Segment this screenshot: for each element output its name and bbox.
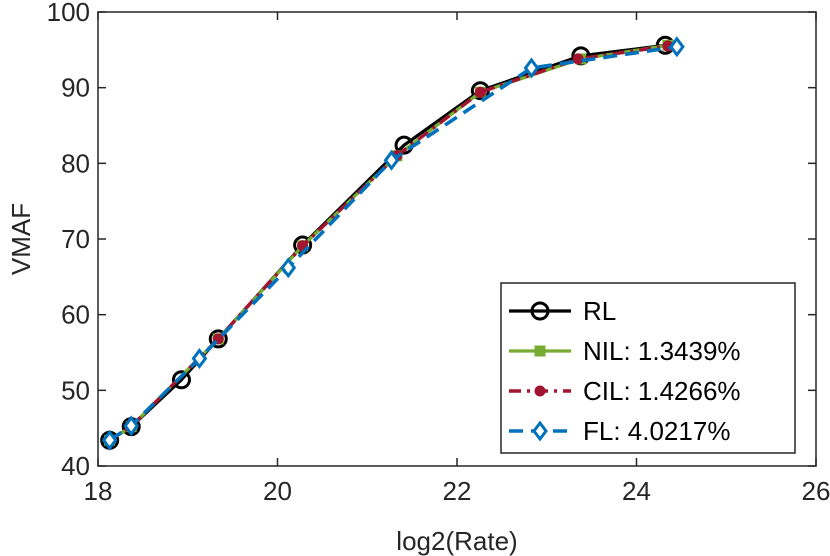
legend-marker: [532, 420, 548, 442]
legend-entry: CIL: 1.4266%: [509, 376, 741, 406]
y-tick-label: 70: [61, 224, 90, 254]
x-tick-label: 18: [84, 476, 113, 506]
legend-label: FL: 4.0217%: [583, 416, 730, 446]
axes: [97, 11, 817, 467]
x-tick-label: 26: [802, 476, 830, 506]
y-tick-label: 50: [61, 375, 90, 405]
legend-marker: [534, 345, 546, 357]
legend-marker: [534, 385, 546, 397]
y-axis-label: VMAF: [6, 203, 36, 275]
data-point: [123, 415, 140, 437]
tick-labels: 18 20 22 24 26 40 50 60 70 80 90 100: [47, 0, 830, 506]
y-tick-label: 100: [47, 0, 90, 27]
x-tick-label: 20: [263, 476, 292, 506]
data-point: [383, 149, 400, 171]
data-point: [474, 86, 486, 98]
data-point: [280, 257, 297, 279]
data-point: [523, 57, 540, 79]
y-tick-label: 90: [61, 73, 90, 103]
legend-marker: [530, 301, 550, 321]
x-axis-label: log2(Rate): [396, 526, 517, 556]
y-tick-label: 40: [61, 451, 90, 481]
x-tick-label: 24: [622, 476, 651, 506]
data-point: [191, 348, 208, 370]
legend-entry: RL: [509, 296, 616, 326]
y-tick-label: 80: [61, 148, 90, 178]
data-point: [101, 429, 118, 451]
legend: RL NIL: 1.3439% CIL: 1.4266% FL: 4.0217%: [500, 282, 796, 454]
legend-label: NIL: 1.3439%: [583, 336, 741, 366]
legend-label: CIL: 1.4266%: [583, 376, 741, 406]
data-point: [669, 36, 685, 58]
legend-entry: NIL: 1.3439%: [509, 336, 741, 366]
series-layer: [100, 35, 685, 451]
legend-entry: FL: 4.0217%: [509, 416, 730, 446]
series-4: [101, 36, 685, 451]
data-point: [171, 370, 191, 390]
legend-label: RL: [583, 296, 616, 326]
data-point: [208, 329, 228, 349]
x-tick-label: 22: [443, 476, 472, 506]
y-tick-label: 60: [61, 300, 90, 330]
